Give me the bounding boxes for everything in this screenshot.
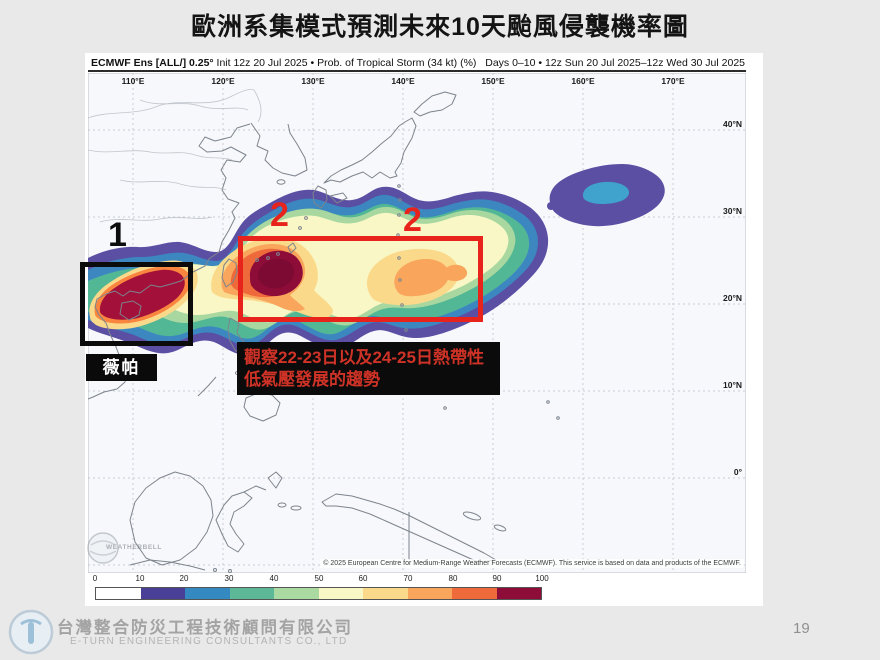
company-name-en: E-TURN ENGINEERING CONSULTANTS CO., LTD — [70, 636, 348, 647]
annotation-number-2a: 2 — [270, 196, 289, 234]
map-header-days: Days 0–10 • 12z Sun 20 Jul 2025–12z Wed … — [485, 57, 745, 69]
typhoon-1-highlight-box — [80, 262, 193, 346]
colorbar-tick: 50 — [314, 574, 324, 583]
colorbar-segment — [452, 588, 497, 599]
lon-label: 110°E — [122, 76, 145, 86]
colorbar-tick: 0 — [92, 574, 98, 583]
watermark-text: WEATHERBELL — [106, 544, 162, 551]
colorbar-segment — [407, 588, 452, 599]
observation-line-1: 觀察22-23日以及24-25日熱帶性 — [244, 348, 484, 367]
lon-label: 170°E — [661, 76, 685, 86]
colorbar-tick: 20 — [179, 574, 189, 583]
page-number: 19 — [793, 620, 810, 637]
copyright-notice: © 2025 European Centre for Medium-Range … — [320, 559, 744, 568]
slide-title: 歐洲系集模式預測未來10天颱風侵襲機率圖 — [191, 13, 689, 41]
probability-colorbar — [95, 587, 542, 600]
colorbar-segment — [318, 588, 363, 599]
weatherbell-logo-icon — [87, 532, 119, 564]
colorbar-tick: 60 — [358, 574, 368, 583]
lat-label: 40°N — [723, 119, 742, 129]
company-name-zh: 台灣整合防災工程技術顧問有限公司 — [57, 619, 353, 637]
colorbar-segment — [496, 588, 541, 599]
colorbar-tick: 100 — [535, 574, 549, 583]
colorbar-segment — [140, 588, 185, 599]
colorbar-tick: 70 — [403, 574, 413, 583]
lon-label: 140°E — [391, 76, 415, 86]
tropical-low-highlight-box — [238, 236, 483, 322]
lat-label: 20°N — [723, 293, 742, 303]
colorbar-segment — [363, 588, 408, 599]
observation-note: 觀察22-23日以及24-25日熱帶性 低氣壓發展的趨勢 — [237, 342, 500, 395]
colorbar-segment — [96, 588, 141, 599]
observation-line-2: 低氣壓發展的趨勢 — [244, 370, 380, 390]
lon-label: 150°E — [481, 76, 505, 86]
weatherbell-watermark: WEATHERBELL — [86, 531, 206, 567]
lon-label: 120°E — [211, 76, 235, 86]
map-model-name: ECMWF Ens [ALL/] 0.25° — [91, 57, 214, 69]
colorbar-segment — [185, 588, 230, 599]
lat-label: 30°N — [723, 206, 742, 216]
graticule-labels: 110°E 120°E 130°E 140°E 150°E 160°E 170°… — [122, 76, 743, 477]
header-divider — [88, 70, 746, 72]
colorbar-tick: 80 — [448, 574, 458, 583]
lat-label: 10°N — [723, 380, 742, 390]
map-header-model: ECMWF Ens [ALL/] 0.25° Init 12z 20 Jul 2… — [91, 57, 476, 69]
colorbar-tick: 90 — [492, 574, 502, 583]
annotation-number-1: 1 — [108, 216, 127, 254]
colorbar-tick: 30 — [224, 574, 234, 583]
colorbar-segment — [274, 588, 319, 599]
typhoon-name-tag: 薇帕 — [86, 354, 157, 381]
annotation-number-2b: 2 — [403, 201, 422, 239]
lon-label: 160°E — [571, 76, 595, 86]
colorbar-tick: 10 — [135, 574, 145, 583]
inland-borders — [88, 89, 262, 223]
colorbar-segment — [229, 588, 274, 599]
lat-label: 0° — [734, 467, 743, 477]
map-model-detail: Init 12z 20 Jul 2025 • Prob. of Tropical… — [213, 57, 477, 69]
colorbar-tick: 40 — [269, 574, 279, 583]
company-logo — [8, 609, 54, 655]
lon-label: 130°E — [301, 76, 325, 86]
